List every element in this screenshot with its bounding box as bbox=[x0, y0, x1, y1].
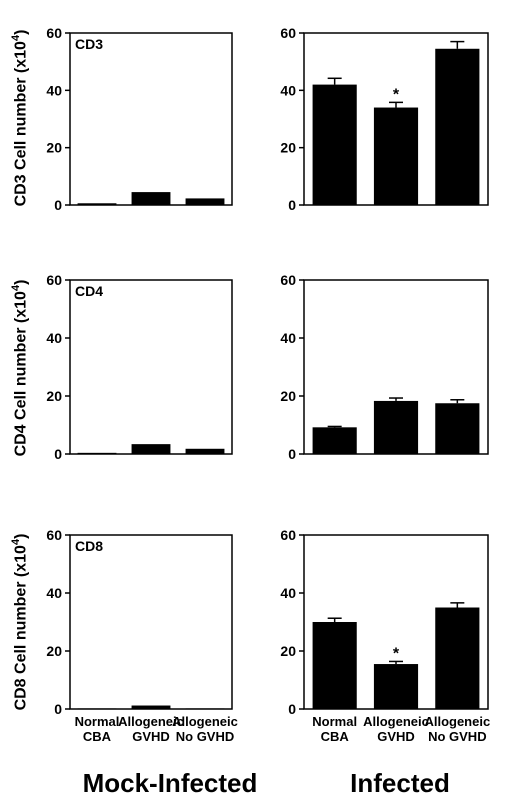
panel-2-y-tick-label: 0 bbox=[288, 197, 296, 213]
panel-6-y-tick-label: 0 bbox=[288, 701, 296, 717]
panel-3-bar-2 bbox=[131, 444, 171, 454]
y-axis-label-cd3: CD3 Cell number (x104) bbox=[10, 29, 30, 207]
panel-6-category-label-3: Allogeneic bbox=[424, 714, 490, 729]
panel-2-y-tick-label: 40 bbox=[280, 82, 296, 98]
panel-1-bar-3 bbox=[185, 198, 225, 205]
column-label-mock-infected: Mock-Infected bbox=[82, 768, 258, 798]
panel-5-bar-2 bbox=[131, 705, 171, 709]
panel-6-bar-2 bbox=[373, 664, 419, 709]
panel-6-category-label-3: No GVHD bbox=[428, 729, 487, 744]
panel-2-y-tick-label: 20 bbox=[280, 140, 296, 156]
panel-3-y-tick-label: 20 bbox=[46, 388, 62, 404]
column-label-infected: Infected bbox=[350, 768, 450, 798]
panel-6-category-label-2: Allogeneic bbox=[363, 714, 429, 729]
panel-2-bar-3 bbox=[435, 48, 480, 206]
panel-5-bar-1 bbox=[77, 708, 117, 709]
panel-1-plot-frame bbox=[69, 32, 233, 206]
panel-6-category-label-1: Normal bbox=[312, 714, 357, 729]
panel-1-panel-label: CD3 bbox=[75, 36, 103, 52]
panel-5-category-label-2: Allogeneic bbox=[118, 714, 184, 729]
panel-5-y-tick-label: 20 bbox=[46, 643, 62, 659]
panel-5-y-tick-label: 60 bbox=[46, 527, 62, 543]
panel-5-category-label-1: CBA bbox=[83, 729, 112, 744]
panel-6-category-label-2: GVHD bbox=[377, 729, 415, 744]
panel-6-y-tick-label: 60 bbox=[280, 527, 296, 543]
panel-3-y-tick-label: 60 bbox=[46, 272, 62, 288]
panel-5-category-label-1: Normal bbox=[75, 714, 120, 729]
panel-3-y-tick-label: 0 bbox=[54, 446, 62, 462]
panel-6-y-tick-label: 20 bbox=[280, 643, 296, 659]
panel-1-bar-1 bbox=[77, 203, 117, 205]
panel-4-y-tick-label: 60 bbox=[280, 272, 296, 288]
panel-1-y-tick-label: 60 bbox=[46, 25, 62, 41]
panel-3-panel-label: CD4 bbox=[75, 283, 103, 299]
panel-5-bar-3 bbox=[185, 708, 225, 709]
panel-4-y-tick-label: 0 bbox=[288, 446, 296, 462]
panel-1-bar-2 bbox=[131, 192, 171, 205]
panel-3-bar-3 bbox=[185, 448, 225, 454]
panel-5-y-tick-label: 40 bbox=[46, 585, 62, 601]
panel-1-y-tick-label: 0 bbox=[54, 197, 62, 213]
panel-6-y-tick-label: 40 bbox=[280, 585, 296, 601]
panel-4-y-tick-label: 20 bbox=[280, 388, 296, 404]
y-axis-label-cd8: CD8 Cell number (x104) bbox=[10, 533, 30, 711]
panel-4-bar-3 bbox=[435, 403, 480, 454]
panel-5-y-tick-label: 0 bbox=[54, 701, 62, 717]
panel-2-bar-1 bbox=[312, 84, 357, 205]
panel-2-significance-2: * bbox=[393, 86, 400, 103]
panel-4-bar-2 bbox=[373, 400, 419, 454]
panel-4-bar-1 bbox=[312, 427, 357, 454]
panel-5-panel-label: CD8 bbox=[75, 538, 103, 554]
panel-2-bar-2 bbox=[373, 107, 419, 205]
panel-3-bar-1 bbox=[77, 452, 117, 454]
y-axis-label-cd4: CD4 Cell number (x104) bbox=[10, 279, 30, 457]
panel-3-plot-frame bbox=[69, 279, 233, 455]
panel-1-y-tick-label: 40 bbox=[46, 82, 62, 98]
panel-5-category-label-3: No GVHD bbox=[176, 729, 235, 744]
panel-6-significance-2: * bbox=[393, 645, 400, 662]
panel-4-y-tick-label: 40 bbox=[280, 330, 296, 346]
panel-5-category-label-2: GVHD bbox=[132, 729, 170, 744]
panel-1-y-tick-label: 20 bbox=[46, 140, 62, 156]
panel-6-bar-3 bbox=[435, 607, 480, 709]
panel-6-bar-1 bbox=[312, 622, 357, 709]
panel-5-category-label-3: Allogeneic bbox=[172, 714, 238, 729]
panel-5-plot-frame bbox=[69, 534, 233, 710]
panel-6-category-label-1: CBA bbox=[321, 729, 350, 744]
panel-2-y-tick-label: 60 bbox=[280, 25, 296, 41]
panel-3-y-tick-label: 40 bbox=[46, 330, 62, 346]
